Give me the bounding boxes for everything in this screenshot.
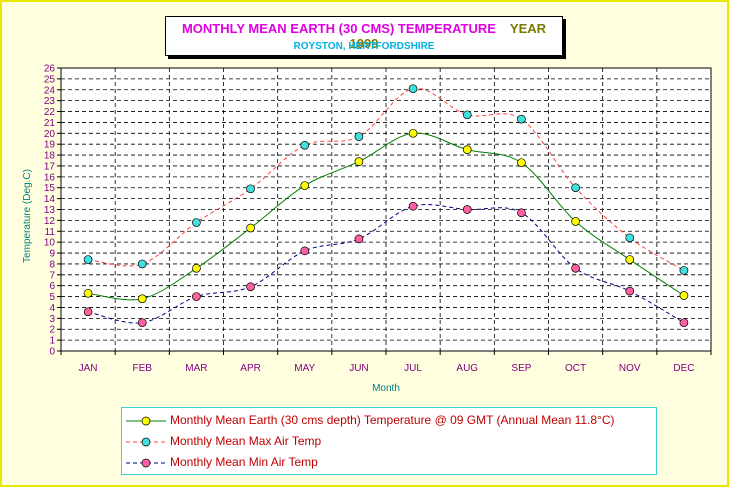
x-tick-label: OCT — [565, 363, 586, 374]
x-tick-label: JUL — [404, 363, 422, 374]
data-point-min — [83, 307, 93, 317]
y-tick-label: 22 — [44, 107, 56, 118]
legend-label-max: Monthly Mean Max Air Temp — [170, 434, 322, 448]
data-point-earth — [246, 223, 255, 233]
data-point-max — [246, 184, 255, 194]
data-point-max — [354, 132, 364, 141]
grid — [60, 67, 712, 352]
y-tick-label: 15 — [44, 183, 56, 194]
data-point-earth — [408, 128, 418, 138]
y-tick-label: 2 — [49, 325, 55, 336]
data-point-min — [354, 234, 364, 244]
data-point-earth — [679, 291, 689, 300]
y-tick-label: 4 — [49, 303, 55, 314]
data-point-min — [408, 201, 418, 211]
series-markers — [83, 84, 689, 328]
x-tick-label: JUN — [349, 363, 368, 374]
y-tick-label: 8 — [49, 259, 55, 270]
y-tick-label: 16 — [44, 172, 56, 183]
data-point-earth — [571, 217, 580, 226]
y-tick-label: 26 — [44, 64, 56, 75]
y-tick-label: 3 — [49, 314, 55, 325]
legend-item-earth: Monthly Mean Earth (30 cms depth) Temper… — [122, 412, 656, 430]
chart-title: MONTHLY MEAN EARTH (30 CMS) TEMPERATURE — [181, 21, 496, 36]
legend-label-min: Monthly Mean Min Air Temp — [170, 455, 318, 469]
x-tick-label: FEB — [133, 363, 153, 374]
chart-subtitle: ROYSTON, HERTFORDSHIRE — [293, 41, 435, 52]
x-tick-label: MAY — [294, 363, 315, 374]
chart-title-line: MONTHLY MEAN EARTH (30 CMS) TEMPERATURE Y… — [166, 21, 562, 51]
data-point-earth — [83, 288, 93, 298]
y-tick-label: 5 — [49, 292, 55, 303]
x-tick-label: SEP — [511, 363, 531, 374]
y-tick-label: 18 — [44, 151, 56, 162]
x-tick-label: NOV — [619, 363, 641, 374]
x-tick-label: AUG — [456, 363, 478, 374]
x-tick-label: MAR — [185, 363, 207, 374]
y-tick-label: 10 — [44, 238, 56, 249]
data-point-earth — [517, 158, 526, 168]
x-tick-label: DEC — [673, 363, 694, 374]
data-point-max — [462, 110, 472, 120]
data-point-min — [246, 282, 255, 292]
data-point-max — [408, 84, 418, 94]
data-point-earth — [300, 181, 310, 190]
y-tick-label: 24 — [44, 85, 56, 96]
y-tick-label: 0 — [49, 347, 55, 358]
x-tick-label: JAN — [79, 363, 98, 374]
data-point-max — [679, 266, 689, 275]
y-tick-label: 13 — [44, 205, 56, 216]
y-tick-label: 17 — [44, 161, 56, 172]
y-tick-label: 20 — [44, 129, 56, 140]
data-point-max — [137, 259, 147, 269]
y-tick-label: 1 — [49, 336, 55, 347]
data-point-max — [300, 140, 310, 150]
legend-item-min: Monthly Mean Min Air Temp — [122, 454, 656, 472]
data-point-earth — [354, 157, 364, 166]
data-point-earth — [137, 294, 147, 304]
y-tick-label: 6 — [49, 281, 55, 292]
legend-symbol-earth — [126, 416, 166, 426]
x-axis-label: Month — [372, 383, 400, 394]
axes: 0123456789101112131415161718192021222324… — [44, 64, 712, 374]
y-tick-label: 7 — [49, 270, 55, 281]
y-tick-label: 19 — [44, 140, 56, 151]
data-point-max — [625, 233, 635, 243]
data-point-max — [192, 218, 201, 227]
data-point-earth — [625, 255, 635, 264]
legend-symbol-min — [126, 458, 166, 468]
y-tick-label: 12 — [44, 216, 56, 227]
data-point-max — [83, 255, 93, 264]
x-tick-label: APR — [240, 363, 261, 374]
legend-label-earth: Monthly Mean Earth (30 cms depth) Temper… — [170, 413, 615, 427]
y-tick-label: 14 — [44, 194, 56, 205]
data-point-earth — [462, 145, 472, 154]
chart-year: YEAR 1999 — [349, 21, 547, 51]
data-point-max — [571, 183, 580, 193]
legend-item-max: Monthly Mean Max Air Temp — [122, 433, 656, 451]
data-point-min — [625, 286, 635, 296]
data-point-min — [137, 318, 147, 328]
data-point-max — [517, 114, 526, 124]
title-box: MONTHLY MEAN EARTH (30 CMS) TEMPERATURE Y… — [165, 16, 563, 56]
data-point-min — [462, 205, 472, 214]
data-point-min — [300, 246, 310, 256]
y-tick-label: 9 — [49, 249, 55, 260]
y-tick-label: 11 — [45, 227, 56, 238]
legend-symbol-max — [126, 437, 166, 447]
data-point-min — [679, 318, 689, 328]
y-axis-label: Temperature (Deg.C) — [22, 169, 33, 263]
y-tick-label: 21 — [44, 118, 56, 129]
data-point-earth — [192, 263, 201, 273]
data-point-min — [517, 208, 526, 218]
y-tick-label: 23 — [44, 96, 56, 107]
data-point-min — [192, 292, 201, 301]
y-tick-label: 25 — [44, 74, 56, 85]
legend: Monthly Mean Earth (30 cms depth) Temper… — [121, 407, 657, 475]
data-point-min — [571, 263, 580, 273]
